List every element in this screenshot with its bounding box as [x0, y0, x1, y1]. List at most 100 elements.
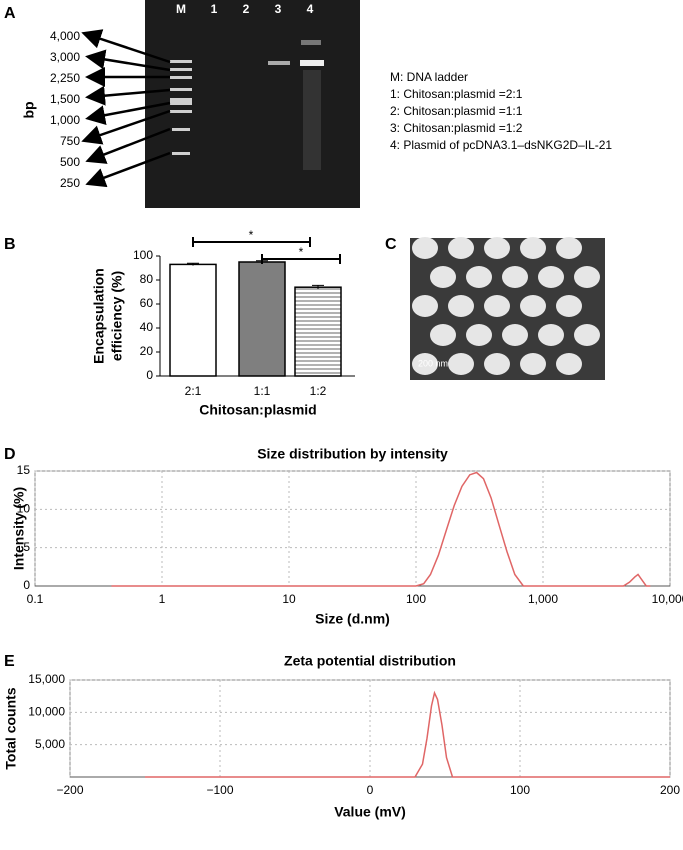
y-axis-label: Total counts [3, 687, 19, 769]
x-tick-label: 0.1 [27, 592, 44, 606]
y-axis-label: Encapsulation [91, 268, 107, 364]
x-tick-label: 10,000 [652, 592, 683, 606]
particle [412, 295, 438, 317]
lane-label: 4 [307, 2, 314, 16]
y-tick-label: 10 [17, 502, 31, 516]
y-tick-label: 15 [17, 463, 31, 477]
lane-label: M [176, 2, 186, 16]
panel-letter: D [4, 446, 16, 463]
lane-label: 2 [243, 2, 250, 16]
sem-image [410, 237, 605, 380]
y-axis-label: Intensity (%) [11, 487, 27, 570]
significance-mark: * [249, 228, 254, 242]
legend-entry: 4: Plasmid of pcDNA3.1–dsNKG2D–IL-21 [390, 138, 612, 152]
x-axis-label: Value (mV) [334, 804, 406, 820]
particle [502, 266, 528, 288]
x-tick-label: 1 [159, 592, 166, 606]
bp-marker: 4,000 [50, 29, 80, 43]
y-tick-label: 60 [140, 296, 154, 310]
particle [520, 237, 546, 259]
panel-letter: E [4, 653, 15, 670]
particle [412, 353, 438, 375]
particle [574, 266, 600, 288]
chart-title: Size distribution by intensity [257, 446, 448, 462]
particle [412, 237, 438, 259]
x-tick-label: 0 [367, 783, 374, 797]
y-axis-label: efficiency (%) [109, 271, 125, 361]
bp-marker: 1,500 [50, 92, 80, 106]
scale-bar-label: 200 nm [418, 358, 448, 368]
plot-frame [34, 470, 671, 587]
error-bar [312, 284, 324, 289]
x-tick-label: 10 [282, 592, 296, 606]
legend-entry: 1: Chitosan:plasmid =2:1 [390, 87, 523, 101]
x-tick-label: 1,000 [528, 592, 558, 606]
particle [520, 295, 546, 317]
bp-marker: 500 [60, 155, 80, 169]
x-tick-label: −200 [56, 783, 83, 797]
bp-marker: 250 [60, 176, 80, 190]
panel-letter: B [4, 236, 16, 253]
gel-arrows [81, 29, 171, 188]
gel-image [145, 0, 360, 208]
particle [448, 295, 474, 317]
bar [169, 263, 217, 377]
bp-marker: 3,000 [50, 50, 80, 64]
particle [538, 266, 564, 288]
particle [448, 237, 474, 259]
x-tick-label: 1:1 [254, 384, 271, 398]
bp-marker: 1,000 [50, 113, 80, 127]
bar [294, 286, 342, 377]
data-line [145, 690, 670, 778]
chart-title: Zeta potential distribution [284, 653, 456, 669]
error-bar [187, 262, 199, 266]
particle [430, 324, 456, 346]
significance-mark: * [299, 245, 304, 259]
legend-entry: 3: Chitosan:plasmid =1:2 [390, 121, 523, 135]
particle [538, 324, 564, 346]
y-tick-label: 15,000 [28, 672, 65, 686]
x-axis-label: Chitosan:plasmid [199, 402, 316, 418]
y-tick-label: 100 [133, 248, 153, 262]
plot-frame [69, 679, 671, 778]
particle [556, 237, 582, 259]
x-tick-label: 100 [406, 592, 426, 606]
y-tick-label: 40 [140, 320, 154, 334]
x-axis-label: Size (d.nm) [315, 611, 390, 627]
particle [430, 266, 456, 288]
panel-letter: C [385, 236, 397, 253]
particle [556, 295, 582, 317]
lane-label: 1 [211, 2, 218, 16]
gel-axis-label: bp [21, 101, 37, 118]
panel-letter: A [4, 5, 16, 22]
y-tick-label: 80 [140, 272, 154, 286]
particle [466, 266, 492, 288]
particle [520, 353, 546, 375]
legend-entry: 2: Chitosan:plasmid =1:1 [390, 104, 523, 118]
particle [484, 295, 510, 317]
x-tick-label: −100 [206, 783, 233, 797]
y-tick-label: 5,000 [35, 737, 65, 751]
x-tick-label: 1:2 [310, 384, 327, 398]
y-tick-label: 0 [23, 578, 30, 592]
particle [484, 237, 510, 259]
particle [484, 353, 510, 375]
particle [502, 324, 528, 346]
x-tick-label: 200 [660, 783, 680, 797]
bp-marker: 2,250 [50, 71, 80, 85]
data-line [111, 471, 651, 587]
bp-marker: 750 [60, 134, 80, 148]
particle [466, 324, 492, 346]
significance-bracket [261, 254, 341, 264]
legend-entry: M: DNA ladder [390, 70, 468, 84]
y-tick-label: 20 [140, 344, 154, 358]
x-tick-label: 2:1 [185, 384, 202, 398]
bar [238, 261, 286, 377]
lane-label: 3 [275, 2, 282, 16]
particle [574, 324, 600, 346]
particle [556, 353, 582, 375]
x-tick-label: 100 [510, 783, 530, 797]
particle [448, 353, 474, 375]
y-tick-label: 10,000 [28, 705, 65, 719]
